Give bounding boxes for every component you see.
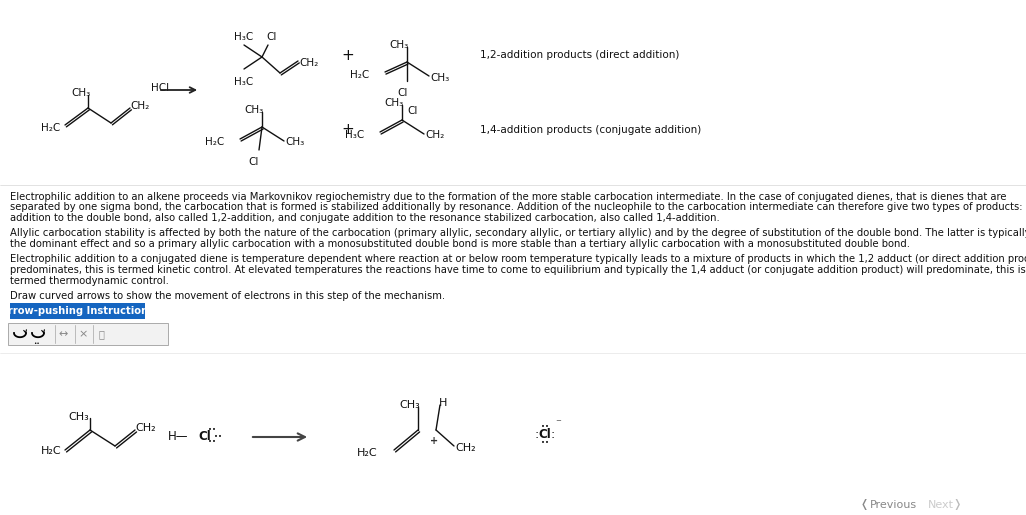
Text: CH₃: CH₃ — [72, 88, 90, 98]
Text: CH₃: CH₃ — [430, 73, 449, 83]
Text: 1,4-addition products (conjugate addition): 1,4-addition products (conjugate additio… — [480, 125, 701, 135]
Text: Cl: Cl — [266, 32, 276, 42]
Text: ❬: ❬ — [860, 500, 869, 510]
Text: Cl: Cl — [407, 106, 418, 116]
Text: 1,2-addition products (direct addition): 1,2-addition products (direct addition) — [480, 50, 679, 60]
Text: H: H — [439, 398, 447, 408]
Text: CH₂: CH₂ — [135, 423, 156, 433]
Text: CH₂: CH₂ — [299, 58, 318, 68]
Text: CH₃: CH₃ — [399, 400, 421, 410]
Text: Cl: Cl — [539, 428, 551, 441]
Text: H₂C: H₂C — [205, 137, 224, 147]
Text: +: + — [430, 436, 438, 446]
Text: ×: × — [78, 329, 87, 339]
Text: termed thermodynamic control.: termed thermodynamic control. — [10, 276, 169, 285]
Text: CH₃: CH₃ — [285, 137, 305, 147]
Text: H₃C: H₃C — [234, 77, 253, 87]
Text: Next: Next — [928, 500, 954, 510]
Text: ••: •• — [208, 427, 216, 433]
Text: predominates, this is termed kinetic control. At elevated temperatures the react: predominates, this is termed kinetic con… — [10, 265, 1026, 275]
Text: CH₃: CH₃ — [390, 40, 408, 50]
Text: ••: •• — [208, 439, 216, 445]
Text: CH₃: CH₃ — [244, 105, 264, 115]
Text: Allylic carbocation stability is affected by both the nature of the carbocation : Allylic carbocation stability is affecte… — [10, 229, 1026, 238]
Text: Cl: Cl — [198, 431, 210, 443]
Text: ••: •• — [33, 341, 39, 346]
Text: Arrow-pushing Instructions: Arrow-pushing Instructions — [0, 306, 155, 316]
Text: addition to the double bond, also called 1,2-addition, and conjugate addition to: addition to the double bond, also called… — [10, 213, 720, 223]
Text: :: : — [551, 428, 555, 441]
Text: CH₃: CH₃ — [69, 412, 89, 422]
Text: ••: •• — [541, 440, 549, 446]
Text: H₂C: H₂C — [357, 448, 378, 458]
FancyBboxPatch shape — [10, 303, 145, 319]
Text: +: + — [342, 47, 354, 62]
Text: H₂C: H₂C — [41, 123, 61, 133]
Text: CH₂: CH₂ — [425, 130, 444, 140]
Text: Previous: Previous — [870, 500, 917, 510]
Text: +: + — [342, 123, 354, 138]
Text: ❭: ❭ — [952, 500, 961, 510]
Text: Cl: Cl — [398, 88, 408, 98]
Text: :: : — [535, 428, 539, 441]
Text: H₂C: H₂C — [41, 446, 62, 456]
Text: H—: H— — [167, 431, 188, 443]
Text: CH₂: CH₂ — [455, 443, 476, 453]
Text: separated by one sigma bond, the carbocation that is formed is stabilized additi: separated by one sigma bond, the carboca… — [10, 202, 1026, 213]
Text: Draw curved arrows to show the movement of electrons in this step of the mechani: Draw curved arrows to show the movement … — [10, 291, 445, 301]
Text: ••: •• — [214, 434, 222, 440]
Text: CH₂: CH₂ — [130, 101, 149, 111]
Text: CH₃: CH₃ — [385, 98, 403, 108]
Text: HCl: HCl — [151, 83, 169, 93]
Text: the dominant effect and so a primary allylic carbocation with a monosubstituted : the dominant effect and so a primary all… — [10, 239, 910, 249]
FancyBboxPatch shape — [8, 323, 168, 345]
Text: H₃C: H₃C — [345, 130, 364, 140]
Text: ⎙: ⎙ — [98, 329, 104, 339]
Text: Electrophilic addition to an alkene proceeds via Markovnikov regiochemistry due : Electrophilic addition to an alkene proc… — [10, 192, 1007, 202]
Text: ↔: ↔ — [58, 329, 68, 339]
Text: Cl: Cl — [249, 157, 260, 167]
Text: ⁻: ⁻ — [555, 418, 561, 428]
Text: Electrophilic addition to a conjugated diene is temperature dependent where reac: Electrophilic addition to a conjugated d… — [10, 254, 1026, 265]
Text: H₂C: H₂C — [350, 70, 369, 80]
Text: ••: •• — [541, 424, 549, 430]
Text: H₃C: H₃C — [234, 32, 253, 42]
